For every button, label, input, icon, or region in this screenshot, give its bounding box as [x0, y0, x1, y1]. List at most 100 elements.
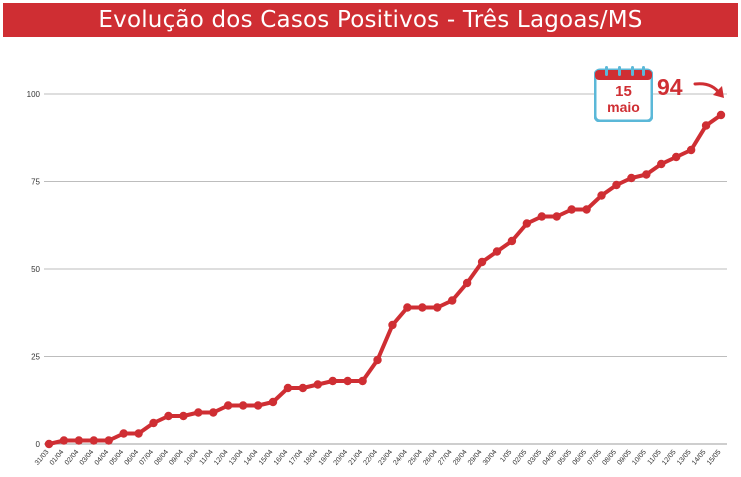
calendar-day: 15 [615, 83, 632, 100]
data-point [672, 152, 681, 162]
data-point [224, 401, 233, 410]
data-point [567, 205, 576, 214]
data-point [477, 257, 487, 267]
data-point [462, 278, 472, 288]
x-tick-label: 11/05 [647, 449, 663, 467]
y-tick-label: 0 [36, 440, 41, 449]
data-point [448, 296, 457, 305]
data-point [433, 303, 442, 312]
x-tick-label: 22/04 [362, 449, 379, 467]
x-tick-label: 02/04 [64, 449, 81, 467]
data-point [507, 236, 517, 246]
data-point [134, 429, 143, 438]
data-point [388, 320, 397, 330]
series-points [44, 110, 726, 449]
data-point [612, 180, 621, 190]
data-point [194, 408, 203, 417]
x-tick-label: 31/03 [34, 449, 51, 467]
latest-value-callout: 94 [657, 74, 683, 100]
data-point [582, 205, 591, 214]
data-point [89, 436, 99, 445]
x-tick-label: 02/05 [512, 449, 529, 467]
x-tick-label: 09/04 [168, 449, 185, 467]
data-point [164, 411, 173, 421]
x-axis-ticks: 31/0301/0402/0403/0404/0405/0406/0407/04… [34, 449, 723, 467]
x-tick-label: 10/05 [631, 449, 648, 467]
data-point [373, 355, 382, 365]
x-tick-label: 28/04 [452, 449, 469, 467]
data-point [642, 170, 651, 179]
x-tick-label: 03/05 [527, 449, 544, 467]
data-point [44, 439, 54, 449]
calendar-month: maio [607, 99, 640, 115]
x-tick-label: 06/04 [124, 449, 141, 467]
x-tick-label: 14/05 [691, 449, 708, 467]
data-point [119, 429, 128, 438]
data-point [74, 436, 84, 445]
x-tick-label: 12/04 [213, 449, 230, 467]
title-banner: Evolução dos Casos Positivos - Três Lago… [3, 3, 738, 37]
data-point [522, 219, 532, 228]
data-point [686, 145, 696, 155]
x-tick-label: 11/04 [199, 449, 215, 467]
x-tick-label: 13/05 [676, 449, 693, 467]
x-tick-label: 10/04 [183, 449, 200, 467]
x-tick-label: 16/04 [273, 449, 290, 467]
data-point [104, 436, 113, 445]
y-tick-label: 50 [31, 265, 40, 274]
data-point [179, 411, 188, 421]
data-point [209, 408, 218, 417]
x-tick-label: 29/04 [467, 449, 484, 467]
x-tick-label: 12/05 [661, 449, 678, 467]
x-tick-label: 25/04 [407, 449, 424, 467]
x-tick-label: 04/04 [94, 449, 111, 467]
data-point [403, 303, 412, 312]
x-tick-label: 17/04 [288, 449, 305, 467]
data-point [313, 380, 322, 389]
data-point [268, 397, 278, 407]
data-point [492, 247, 502, 256]
data-point [597, 191, 606, 200]
data-point [253, 401, 263, 410]
x-tick-label: 01/04 [49, 449, 66, 467]
data-point [328, 376, 337, 386]
series-line [47, 113, 723, 446]
x-tick-label: 08/04 [153, 449, 170, 467]
x-tick-label: 03/04 [79, 449, 96, 467]
y-tick-label: 75 [31, 178, 40, 187]
x-tick-label: 05/05 [557, 449, 574, 467]
x-tick-label: 30/04 [482, 449, 499, 467]
x-tick-label: 14/04 [243, 449, 260, 467]
data-point [418, 303, 427, 312]
x-tick-label: 24/04 [392, 449, 409, 467]
x-tick-label: 08/05 [601, 449, 618, 467]
data-point [149, 418, 158, 428]
data-point [657, 159, 666, 169]
x-tick-label: 20/04 [333, 449, 350, 467]
y-tick-label: 25 [31, 353, 40, 362]
x-tick-label: 15/05 [706, 449, 723, 467]
x-tick-label: 09/05 [616, 449, 633, 467]
x-tick-label: 27/04 [437, 449, 454, 467]
x-tick-label: 05/04 [109, 449, 126, 467]
x-tick-label: 07/04 [138, 449, 155, 467]
data-point [627, 173, 636, 183]
x-tick-label: 23/04 [377, 449, 394, 467]
chart-title: Evolução dos Casos Positivos - Três Lago… [98, 7, 643, 33]
x-tick-label: 06/05 [572, 449, 589, 467]
x-tick-label: 04/05 [542, 449, 559, 467]
x-tick-label: 15/04 [258, 449, 275, 467]
calendar-icon: 15 maio [594, 66, 653, 122]
gridlines [44, 93, 727, 445]
x-tick-label: 18/04 [303, 449, 320, 467]
data-point [716, 110, 726, 120]
data-point [238, 401, 248, 410]
data-point [59, 436, 69, 445]
x-tick-label: 13/04 [228, 449, 245, 467]
x-tick-label: 21/04 [348, 449, 365, 467]
data-point [298, 383, 308, 393]
data-point [552, 212, 561, 221]
data-point [537, 212, 546, 221]
x-tick-label: 07/05 [586, 449, 603, 467]
